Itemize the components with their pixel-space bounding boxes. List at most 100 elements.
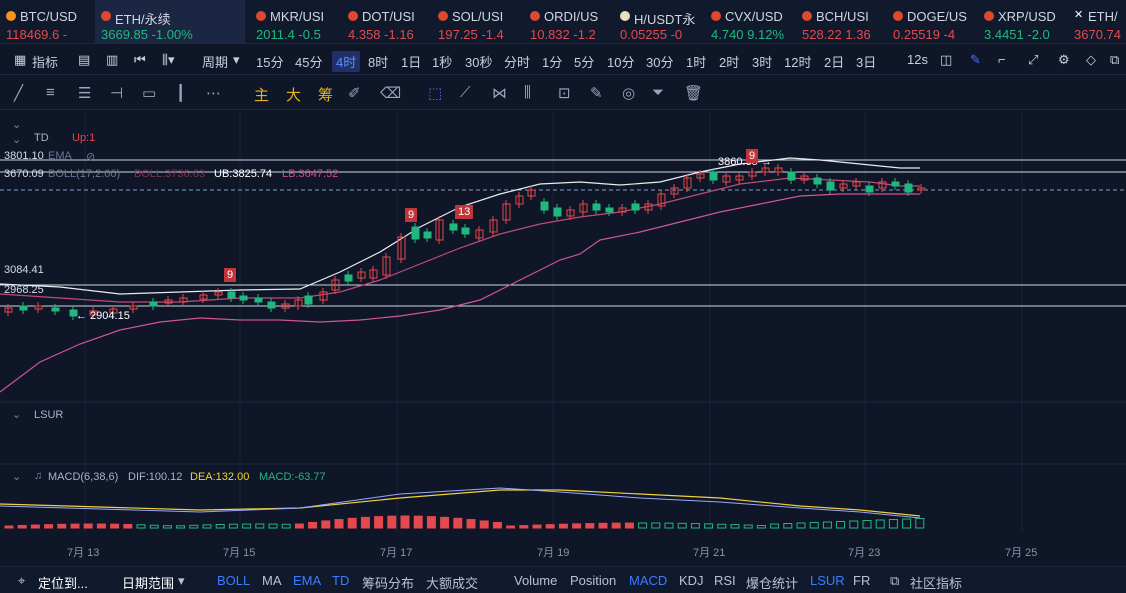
tab-macd[interactable]: MACD	[629, 573, 668, 588]
trash-icon[interactable]: 🗑	[684, 85, 704, 102]
date-range-button[interactable]: 日期范围	[122, 576, 175, 591]
tab-boll[interactable]: BOLL	[217, 573, 251, 588]
eye-hidden-icon[interactable]: ⊘	[86, 151, 96, 163]
ticker-eth2[interactable]: ✕ ETH/3670.74	[1074, 9, 1121, 42]
interval-timeshare[interactable]: 分时	[504, 55, 531, 70]
vline-icon[interactable]: ┃	[176, 85, 186, 102]
interval-5m[interactable]: 5分	[574, 55, 595, 70]
rect-icon[interactable]: ▭	[142, 85, 157, 102]
cursor-icon[interactable]: ⌐	[998, 52, 1006, 67]
interval-45m[interactable]: 45分	[295, 55, 323, 70]
interval-1d[interactable]: 1日	[401, 55, 422, 70]
interval-10m[interactable]: 10分	[607, 55, 635, 70]
bars-icon[interactable]: ⫼	[524, 84, 531, 101]
layers-icon[interactable]: ◇	[1086, 52, 1096, 67]
chevron-down-icon[interactable]: ▾	[233, 52, 240, 67]
ticker-sol[interactable]: SOL/USI 197.25 -1.4	[438, 9, 504, 42]
ticker-cvx[interactable]: CVX/USD 4.740 9.12%	[711, 9, 785, 42]
interval-1s[interactable]: 1秒	[432, 55, 453, 70]
locate-button[interactable]: 定位到...	[38, 576, 88, 591]
fullscreen-icon[interactable]: ⤢	[1028, 52, 1039, 67]
ruler-icon[interactable]: ⟋	[460, 84, 471, 101]
select-icon[interactable]: ⬚	[428, 85, 443, 102]
interval-8h[interactable]: 8时	[368, 55, 389, 70]
ticker-ordi[interactable]: ORDI/US 10.832 -1.2	[530, 9, 599, 42]
interval-3h[interactable]: 3时	[752, 55, 773, 70]
hline-icon[interactable]: ⊣	[110, 85, 124, 102]
tab-liquidation[interactable]: 爆仓统计	[746, 576, 799, 591]
trendline-icon[interactable]: ╱	[14, 85, 24, 102]
chip-button[interactable]: 筹	[318, 87, 334, 104]
tab-rsi[interactable]: RSI	[714, 573, 736, 588]
tab-lsur[interactable]: LSUR	[810, 573, 845, 588]
chart-area[interactable]: ⌄ ⌄ TD Up:1 EMA ⊘ BOLL(17,2.00) BOLL:373…	[0, 112, 1126, 560]
collapse-icon-3[interactable]: ⌄	[12, 409, 22, 421]
tab-fr[interactable]: FR	[853, 573, 871, 588]
more-icon[interactable]: ⋯	[206, 85, 221, 102]
settings-icon[interactable]: ⚙	[1058, 52, 1070, 67]
ticker-mkr[interactable]: MKR/USI 2011.4 -0.5	[256, 9, 325, 42]
boll-value: BOLL:3736.63	[134, 168, 205, 180]
price-chart-svg[interactable]	[0, 112, 1126, 560]
ticker-btc[interactable]: BTC/USD 118469.6 -	[6, 9, 78, 42]
popout-icon[interactable]: ⧉	[1110, 52, 1120, 67]
ticker-bch[interactable]: BCH/USI 528.22 1.36	[802, 9, 871, 42]
interval-2d[interactable]: 2日	[824, 55, 845, 70]
edit-icon[interactable]: ✐	[348, 85, 361, 102]
interval-4h[interactable]: 4时	[332, 51, 361, 72]
rewind-icon[interactable]: ⏮	[134, 52, 146, 67]
ticker-doge[interactable]: DOGE/US 0.25519 -4	[893, 9, 967, 42]
candle-type-icon[interactable]: ⫼▾	[162, 52, 175, 67]
tab-position[interactable]: Position	[570, 573, 617, 588]
collapse-icon-4[interactable]: ⌄	[12, 471, 22, 483]
dea-value: DEA:132.00	[190, 471, 250, 483]
tab-ema[interactable]: EMA	[293, 573, 322, 588]
tab-big-trades[interactable]: 大额成交	[426, 576, 479, 591]
chevron-down-icon[interactable]: ▾	[178, 573, 185, 588]
measure-icon[interactable]: ⋈	[492, 85, 507, 102]
ticker-eth-active[interactable]: ETH/永续 3669.85 -1.00%	[95, 0, 245, 43]
lock-icon[interactable]: ⊡	[558, 85, 571, 102]
collapse-icon[interactable]: ⌄	[12, 119, 22, 131]
community-indicators-button[interactable]: 社区指标	[910, 576, 963, 591]
magnet-icon[interactable]: ◎	[622, 85, 636, 102]
locate-icon[interactable]: ⌖	[18, 573, 26, 588]
note-icon[interactable]: ✎	[590, 85, 603, 102]
filter-icon[interactable]: ⏷	[652, 84, 665, 101]
interval-2h[interactable]: 2时	[719, 55, 740, 70]
interval-12h[interactable]: 12时	[784, 55, 812, 70]
tab-chip-distribution[interactable]: 筹码分布	[362, 576, 415, 591]
interval-30s[interactable]: 30秒	[465, 55, 493, 70]
indicator-button[interactable]: 指标	[32, 55, 59, 70]
interval-1h[interactable]: 1时	[686, 55, 707, 70]
macd-histogram-bar	[453, 517, 463, 529]
eraser-icon[interactable]: ⌫	[380, 85, 402, 102]
interval-15m[interactable]: 15分	[256, 55, 284, 70]
period-dropdown[interactable]: 周期	[202, 55, 229, 70]
candle	[761, 167, 770, 173]
indicator-icon[interactable]: ▦	[14, 52, 27, 67]
draw-icon[interactable]: ✎	[970, 52, 981, 67]
interval-3d[interactable]: 3日	[856, 55, 877, 70]
parallel-lines-icon[interactable]: ≡	[46, 84, 55, 101]
close-icon[interactable]: ✕	[1074, 9, 1084, 21]
tab-td[interactable]: TD	[332, 573, 350, 588]
layout-icon[interactable]: ▥	[106, 52, 119, 67]
tab-ma[interactable]: MA	[262, 573, 282, 588]
channel-icon[interactable]: ☰	[78, 85, 92, 102]
community-icon[interactable]: ⧉	[890, 573, 900, 588]
interval-1m[interactable]: 1分	[542, 55, 563, 70]
ticker-h[interactable]: H/USDT永 0.05255 -0	[620, 11, 696, 42]
ticker-xrp[interactable]: XRP/USD 3.4451 -2.0	[984, 9, 1056, 42]
tab-kdj[interactable]: KDJ	[679, 573, 704, 588]
ticker-dot[interactable]: DOT/USI 4.358 -1.16	[348, 9, 415, 42]
interval-30m[interactable]: 30分	[646, 55, 674, 70]
main-chart-button[interactable]: 主	[254, 87, 270, 104]
bell-icon[interactable]: ♫	[34, 470, 43, 482]
collapse-icon-2[interactable]: ⌄	[12, 134, 22, 146]
tab-volume[interactable]: Volume	[514, 573, 558, 588]
big-order-button[interactable]: 大	[286, 87, 302, 104]
candle	[69, 309, 78, 317]
camera-icon[interactable]: ◫	[940, 52, 953, 67]
calendar-icon[interactable]: ▤	[78, 52, 91, 67]
